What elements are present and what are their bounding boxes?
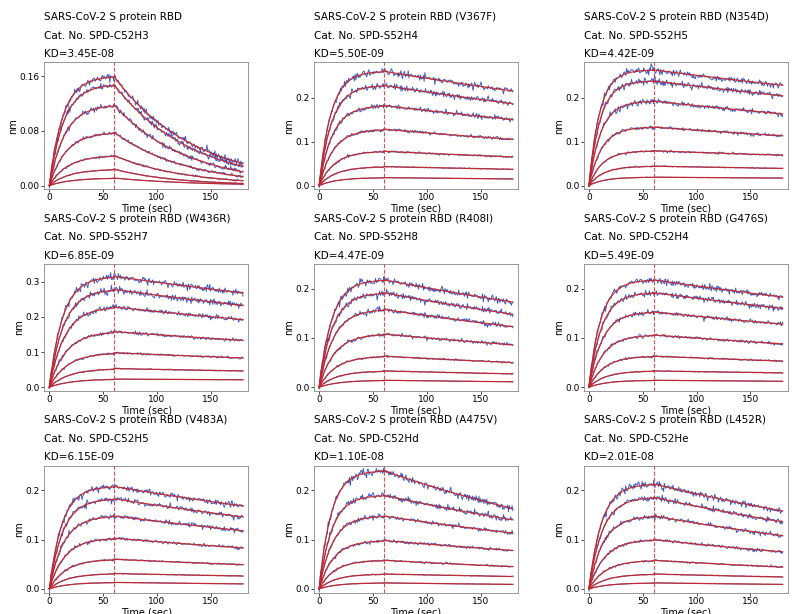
Text: KD=1.10E-08: KD=1.10E-08 [314,453,384,462]
Text: KD=6.15E-09: KD=6.15E-09 [44,453,114,462]
X-axis label: Time (sec): Time (sec) [390,204,442,214]
Text: Cat. No. SPD-S52H4: Cat. No. SPD-S52H4 [314,31,418,41]
Text: SARS-CoV-2 S protein RBD (G476S): SARS-CoV-2 S protein RBD (G476S) [584,214,767,223]
X-axis label: Time (sec): Time (sec) [121,405,172,416]
Text: SARS-CoV-2 S protein RBD (A475V): SARS-CoV-2 S protein RBD (A475V) [314,415,497,425]
X-axis label: Time (sec): Time (sec) [660,607,711,614]
X-axis label: Time (sec): Time (sec) [660,204,711,214]
X-axis label: Time (sec): Time (sec) [390,405,442,416]
Text: SARS-CoV-2 S protein RBD (V367F): SARS-CoV-2 S protein RBD (V367F) [314,12,496,22]
Text: KD=4.42E-09: KD=4.42E-09 [584,49,654,59]
Text: Cat. No. SPD-C52H4: Cat. No. SPD-C52H4 [584,232,688,242]
Y-axis label: nm: nm [8,118,18,134]
Text: SARS-CoV-2 S protein RBD (R408I): SARS-CoV-2 S protein RBD (R408I) [314,214,493,223]
Text: SARS-CoV-2 S protein RBD (L452R): SARS-CoV-2 S protein RBD (L452R) [584,415,766,425]
Y-axis label: nm: nm [554,320,564,335]
Y-axis label: nm: nm [284,320,294,335]
Text: KD=5.49E-09: KD=5.49E-09 [584,251,654,261]
Text: 6.425E-09; Full R^2: 0.9886: 6.425E-09; Full R^2: 0.9886 [357,468,475,478]
X-axis label: Time (sec): Time (sec) [121,607,172,614]
Text: SARS-CoV-2 S protein RBD (N354D): SARS-CoV-2 S protein RBD (N354D) [584,12,769,22]
Text: Cat. No. SPD-S52H7: Cat. No. SPD-S52H7 [44,232,148,242]
Text: Cat. No. SPD-C52H5: Cat. No. SPD-C52H5 [44,433,149,444]
Y-axis label: nm: nm [554,521,564,537]
Text: SARS-CoV-2 S protein RBD (W436R): SARS-CoV-2 S protein RBD (W436R) [44,214,230,223]
X-axis label: Time (sec): Time (sec) [121,204,172,214]
X-axis label: Time (sec): Time (sec) [660,405,711,416]
Y-axis label: nm: nm [14,521,24,537]
Text: KD=3.45E-08: KD=3.45E-08 [44,49,114,59]
Text: Cat. No. SPD-C52He: Cat. No. SPD-C52He [584,433,688,444]
Text: KD=6.85E-09: KD=6.85E-09 [44,251,114,261]
Text: Cat. No. SPD-C52Hd: Cat. No. SPD-C52Hd [314,433,418,444]
X-axis label: Time (sec): Time (sec) [390,607,442,614]
Y-axis label: nm: nm [284,521,294,537]
Y-axis label: nm: nm [14,320,24,335]
Text: KD=2.01E-08: KD=2.01E-08 [584,453,654,462]
Text: Cat. No. SPD-S52H8: Cat. No. SPD-S52H8 [314,232,418,242]
Text: Cat. No. SPD-C52H3: Cat. No. SPD-C52H3 [44,31,149,41]
Text: KD=4.47E-09: KD=4.47E-09 [314,251,384,261]
Text: SARS-CoV-2 S protein RBD (V483A): SARS-CoV-2 S protein RBD (V483A) [44,415,227,425]
Text: SARS-CoV-2 S protein RBD: SARS-CoV-2 S protein RBD [44,12,182,22]
Text: KD=5.50E-09: KD=5.50E-09 [314,49,384,59]
Text: Cat. No. SPD-S52H5: Cat. No. SPD-S52H5 [584,31,688,41]
Y-axis label: nm: nm [554,118,564,134]
Y-axis label: nm: nm [284,118,294,134]
